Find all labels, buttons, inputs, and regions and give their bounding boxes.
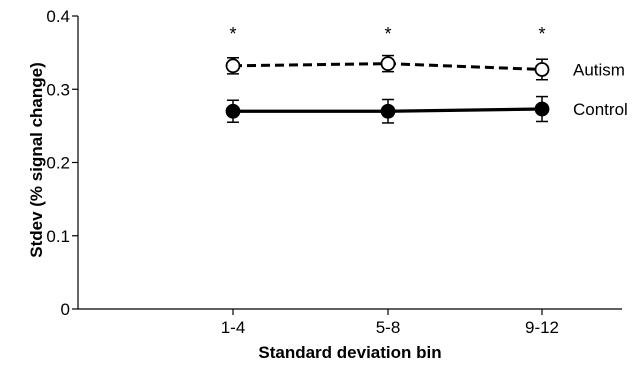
control-point	[534, 101, 550, 117]
significance-marker: *	[229, 24, 236, 44]
x-tick-label: 1-4	[221, 318, 246, 337]
x-tick-label: 5-8	[376, 318, 401, 337]
y-tick-label: 0.4	[46, 7, 70, 26]
x-tick-label: 9-12	[525, 318, 559, 337]
autism-point	[380, 56, 396, 72]
autism-point	[225, 58, 241, 74]
autism-series-label: Autism	[573, 60, 625, 79]
chart-marks: Autism Control * * *	[225, 24, 628, 124]
significance-marker: *	[538, 24, 545, 44]
control-point	[380, 103, 396, 119]
axes: 0 0.1 0.2 0.3 0.4 1-4 5-8 9-12	[46, 7, 622, 337]
autism-point	[534, 62, 550, 77]
y-tick-label: 0.3	[46, 80, 70, 99]
y-tick-label: 0	[61, 300, 70, 319]
x-axis-title: Standard deviation bin	[258, 343, 441, 362]
y-tick-label: 0.2	[46, 154, 70, 173]
y-axis-title: Stdev (% signal change)	[27, 62, 46, 258]
control-series-label: Control	[573, 100, 628, 119]
y-tick-label: 0.1	[46, 227, 70, 246]
significance-marker: *	[384, 24, 391, 44]
control-point	[225, 103, 241, 119]
